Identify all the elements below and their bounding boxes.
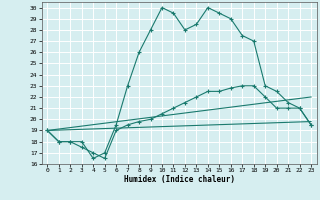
X-axis label: Humidex (Indice chaleur): Humidex (Indice chaleur) [124, 175, 235, 184]
